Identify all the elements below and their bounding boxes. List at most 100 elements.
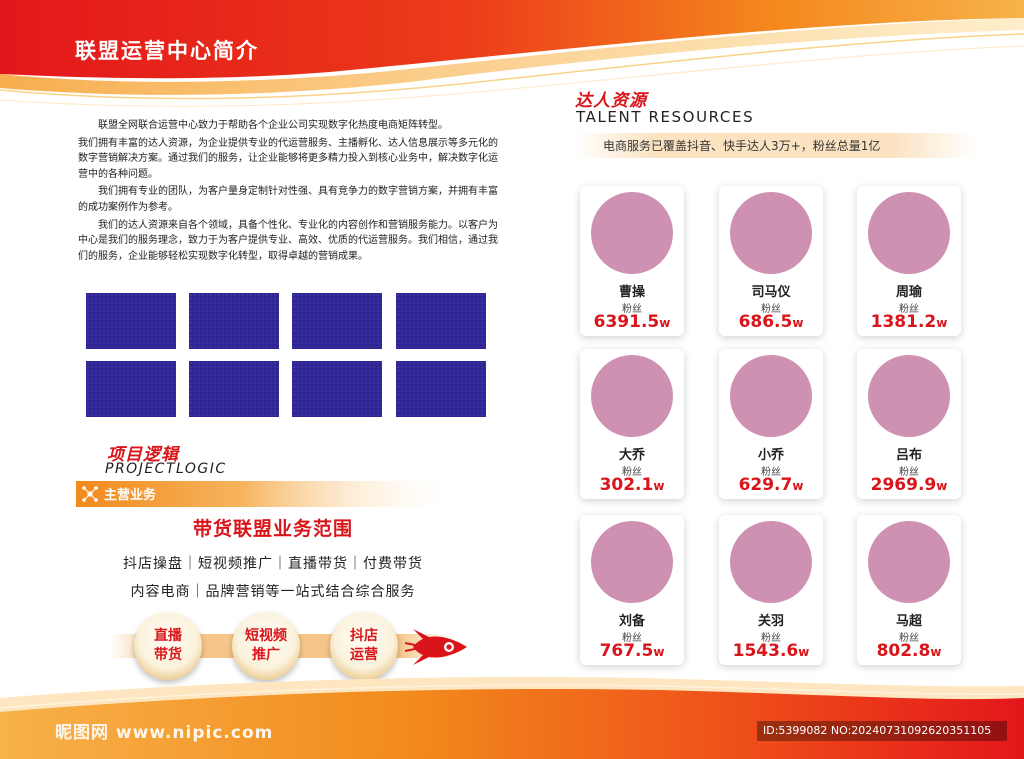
photo-placeholder: [86, 293, 176, 349]
talent-card: 马超 粉丝 802.8w: [857, 515, 961, 665]
fans-count: 629.7w: [719, 475, 823, 495]
service-medal-live: 直播 带货: [134, 612, 202, 680]
talent-card: 小乔 粉丝 629.7w: [719, 349, 823, 499]
fans-label: 粉丝: [761, 467, 781, 478]
talent-name: 关羽: [757, 614, 784, 629]
talent-name: 周瑜: [895, 285, 922, 300]
fans-unit: w: [659, 316, 671, 330]
medal-text: 抖店: [350, 628, 378, 644]
talent-card: 关羽 粉丝 1543.6w: [719, 515, 823, 665]
avatar: [591, 192, 673, 274]
rocket-icon: [405, 629, 467, 665]
fans-label: 粉丝: [761, 633, 781, 644]
fans-unit: w: [936, 479, 948, 493]
fans-unit: w: [653, 645, 665, 659]
photo-placeholder: [396, 293, 486, 349]
fans-value: 1381.2: [870, 312, 937, 332]
intro-paragraph: 我们拥有丰富的达人资源，为企业提供专业的代运营服务、主播孵化、达人信息展示等多元…: [78, 137, 498, 180]
project-logic-title: 项目逻辑: [107, 445, 179, 465]
talent-name: 吕布: [895, 448, 922, 463]
avatar: [591, 355, 673, 437]
photo-placeholder: [292, 293, 382, 349]
intro-text: 联盟全网联合运营中心致力于帮助各个企业公司实现数字化热度电商矩阵转型。 我们拥有…: [78, 118, 498, 266]
talent-desc-banner: [575, 133, 975, 158]
network-icon: [82, 486, 98, 502]
intro-paragraph: 我们的达人资源来自各个领域，具备个性化、专业化的内容创作和营销服务能力。以客户为…: [78, 219, 498, 262]
fans-value: 302.1: [599, 475, 654, 495]
fans-value: 6391.5: [593, 312, 660, 332]
fans-value: 802.8: [876, 641, 931, 661]
page-title: 联盟运营中心简介: [75, 39, 259, 63]
fans-label: 粉丝: [899, 467, 919, 478]
business-label: 主营业务: [104, 488, 157, 503]
fans-count: 302.1w: [580, 475, 684, 495]
talent-card: 周瑜 粉丝 1381.2w: [857, 186, 961, 336]
fans-count: 1381.2w: [857, 312, 961, 332]
talent-name: 大乔: [618, 448, 645, 463]
talent-description: 电商服务已覆盖抖音、快手达人3万+，粉丝总量1亿: [603, 139, 881, 153]
talent-card: 刘备 粉丝 767.5w: [580, 515, 684, 665]
fans-value: 629.7: [738, 475, 793, 495]
talent-card: 司马仪 粉丝 686.5w: [719, 186, 823, 336]
avatar: [868, 521, 950, 603]
avatar: [868, 192, 950, 274]
fans-unit: w: [792, 316, 804, 330]
fans-label: 粉丝: [899, 633, 919, 644]
intro-paragraph: 联盟全网联合运营中心致力于帮助各个企业公司实现数字化热度电商矩阵转型。: [98, 120, 448, 131]
fans-value: 2969.9: [870, 475, 937, 495]
fans-value: 1543.6: [732, 641, 799, 661]
medal-text: 推广: [252, 647, 280, 663]
business-banner: [76, 481, 446, 507]
avatar: [591, 521, 673, 603]
fans-unit: w: [653, 479, 665, 493]
fans-value: 767.5: [599, 641, 654, 661]
fans-label: 粉丝: [622, 633, 642, 644]
medal-text: 运营: [350, 647, 378, 663]
fans-label: 粉丝: [899, 304, 919, 315]
fans-unit: w: [792, 479, 804, 493]
talent-name: 马超: [895, 614, 922, 629]
photo-placeholder: [396, 361, 486, 417]
talent-card: 大乔 粉丝 302.1w: [580, 349, 684, 499]
fans-label: 粉丝: [622, 467, 642, 478]
service-medal-video: 短视频 推广: [232, 612, 300, 680]
fans-count: 6391.5w: [580, 312, 684, 332]
fans-label: 粉丝: [761, 304, 781, 315]
fans-count: 2969.9w: [857, 475, 961, 495]
project-logic-subtitle: PROJECTLOGIC: [105, 461, 227, 477]
medal-text: 短视频: [245, 628, 287, 644]
talent-name: 刘备: [618, 614, 645, 629]
scope-title: 带货联盟业务范围: [192, 518, 353, 540]
fans-unit: w: [936, 316, 948, 330]
fans-count: 686.5w: [719, 312, 823, 332]
talent-name: 小乔: [757, 448, 784, 463]
fans-count: 1543.6w: [719, 641, 823, 661]
intro-paragraph: 我们拥有专业的团队，为客户量身定制针对性强、具有竞争力的数字营销方案，并拥有丰富…: [78, 186, 498, 213]
fans-unit: w: [798, 645, 810, 659]
fans-count: 767.5w: [580, 641, 684, 661]
scope-line: 内容电商｜品牌营销等一站式结合综合服务: [130, 584, 416, 600]
avatar: [730, 355, 812, 437]
medal-text: 直播: [154, 628, 182, 644]
talent-name: 曹操: [618, 285, 645, 300]
talent-card: 曹操 粉丝 6391.5w: [580, 186, 684, 336]
photo-placeholder: [86, 361, 176, 417]
fans-value: 686.5: [738, 312, 793, 332]
talent-card: 吕布 粉丝 2969.9w: [857, 349, 961, 499]
avatar: [730, 521, 812, 603]
fans-unit: w: [930, 645, 942, 659]
photo-placeholder: [189, 361, 279, 417]
photo-placeholder: [189, 293, 279, 349]
talent-name: 司马仪: [751, 285, 791, 300]
photo-placeholder: [292, 361, 382, 417]
fans-count: 802.8w: [857, 641, 961, 661]
avatar: [868, 355, 950, 437]
talent-title: 达人资源: [575, 91, 647, 111]
header-banner: [0, 0, 1024, 107]
watermark-logo: 昵图网 www.nipic.com: [55, 723, 274, 743]
avatar: [730, 192, 812, 274]
talent-subtitle: TALENT RESOURCES: [576, 108, 755, 126]
service-medal-store: 抖店 运营: [330, 612, 398, 680]
medal-text: 带货: [154, 647, 182, 663]
watermark-id: ID:5399082 NO:20240731092620351105: [757, 721, 1007, 741]
